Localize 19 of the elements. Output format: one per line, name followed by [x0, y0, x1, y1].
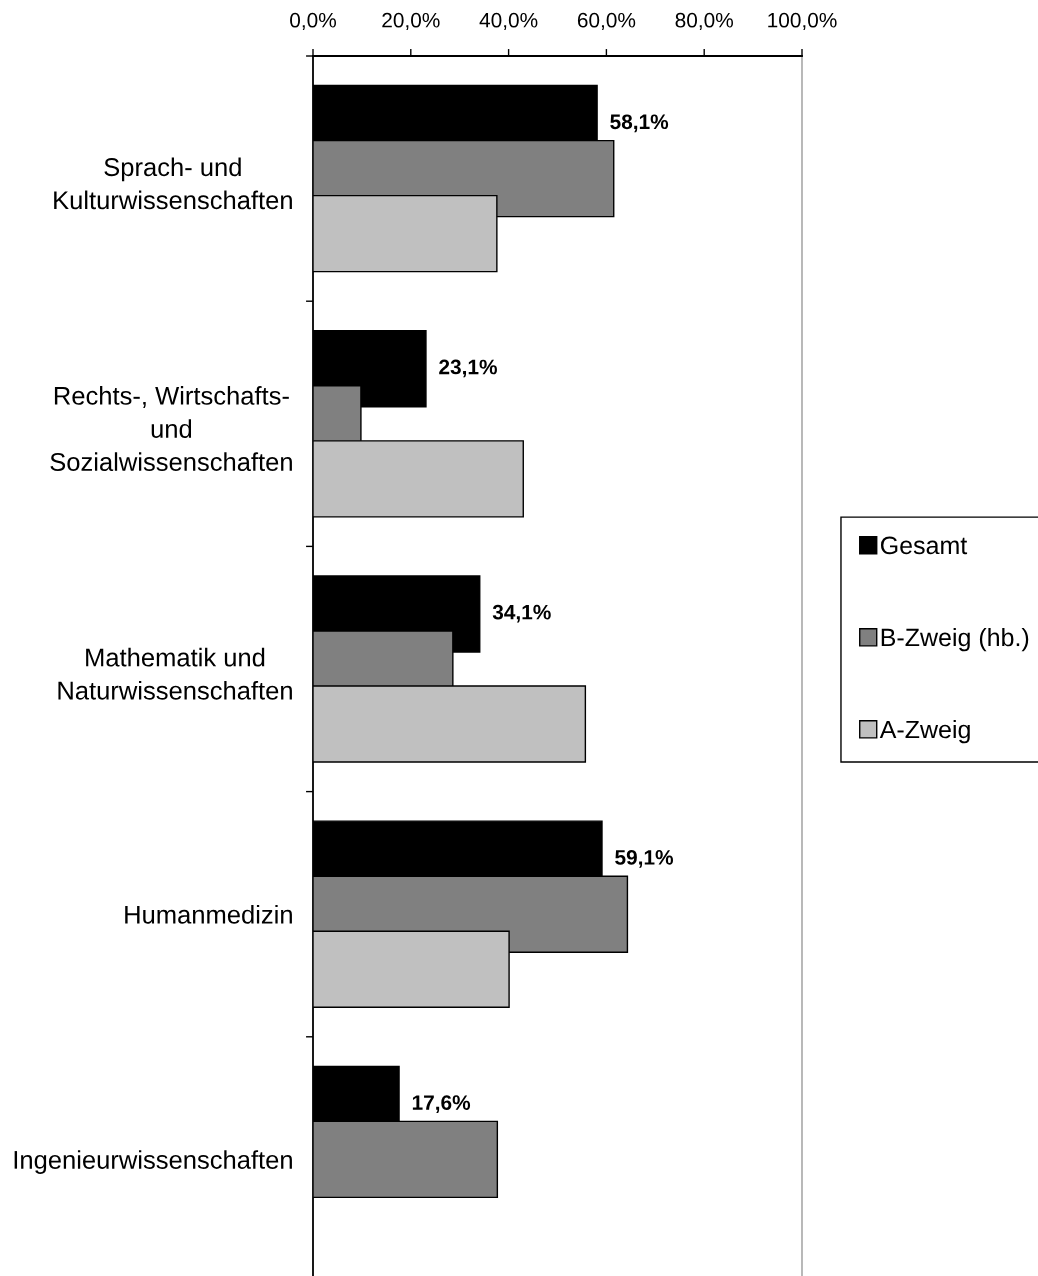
legend-label: B-Zweig (hb.): [881, 627, 1029, 652]
x-tick-label: 60,0%: [577, 12, 636, 31]
y-tick-label: Mathematik und Naturwissenschaften: [58, 647, 292, 700]
legend-label: Gesamt: [880, 536, 968, 555]
y-tick-label: Humanmedizin: [125, 904, 292, 924]
data-label: 17,6%: [412, 1095, 471, 1113]
data-label: 59,1%: [615, 849, 674, 868]
legend-label: A-Zweig: [879, 719, 970, 744]
x-tick-label: 100,0%: [768, 12, 837, 31]
x-tick-label: 40,0%: [479, 12, 538, 31]
data-label: 23,1%: [439, 359, 497, 378]
y-tick-label: Ingenieurwissenschaften: [14, 1150, 292, 1174]
x-tick-label: 20,0%: [382, 12, 440, 31]
y-tick-label: Sprach- und Kulturwissenschaften: [54, 157, 292, 210]
data-label: 58,1%: [610, 114, 669, 133]
x-tick-label: 0,0%: [290, 12, 336, 31]
x-tick-label: 80,0%: [675, 12, 733, 31]
y-tick-label: Rechts-, Wirtschafts- und Sozialwissenschaften: [50, 386, 292, 472]
data-label: 34,1%: [492, 604, 551, 623]
